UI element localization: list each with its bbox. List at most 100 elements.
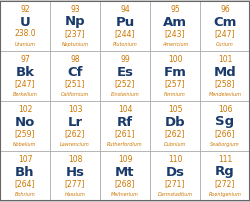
Text: [268]: [268] [115,180,135,188]
Text: Mt: Mt [115,165,135,179]
Text: Fm: Fm [164,65,186,79]
Text: Seaborgium: Seaborgium [210,142,240,147]
Bar [0,151,50,201]
Bar [200,51,250,101]
Text: Sg: Sg [216,116,234,128]
Text: Lr: Lr [68,116,82,128]
Bar [100,101,150,151]
Text: Rg: Rg [215,165,235,179]
Text: Plutonium: Plutonium [112,42,138,47]
Bar [50,151,100,201]
Text: Np: Np [65,16,85,28]
Text: Hs: Hs [66,165,84,179]
Bar [200,1,250,51]
Text: 94: 94 [120,5,130,15]
Text: Berkelium: Berkelium [12,92,38,97]
Text: Meitnerium: Meitnerium [111,192,139,197]
Bar [0,101,50,151]
Bar [100,1,150,51]
Bar [50,101,100,151]
Text: Nobelium: Nobelium [13,142,37,147]
Bar [200,101,250,151]
Text: 102: 102 [18,105,32,115]
Bar [150,1,200,51]
Bar [100,151,150,201]
Bar [50,51,100,101]
Text: 98: 98 [70,56,80,64]
Text: [271]: [271] [165,180,185,188]
Text: Bohrium: Bohrium [14,192,36,197]
Text: Bk: Bk [16,65,34,79]
Text: Rutherfordium: Rutherfordium [107,142,143,147]
Bar [100,51,150,101]
Text: [259]: [259] [15,129,35,139]
Bar [0,51,50,101]
Text: Dubnium: Dubnium [164,142,186,147]
Bar [150,51,200,101]
Text: 92: 92 [20,5,30,15]
Bar [150,101,200,151]
Text: [251]: [251] [65,80,85,88]
Text: [237]: [237] [65,29,85,39]
Text: 105: 105 [168,105,182,115]
Text: Curium: Curium [216,42,234,47]
Text: [244]: [244] [115,29,135,39]
Text: Pu: Pu [116,16,134,28]
Bar [0,1,50,51]
Text: [262]: [262] [65,129,85,139]
Text: Neptunium: Neptunium [62,42,88,47]
Text: 95: 95 [170,5,180,15]
Text: [247]: [247] [15,80,35,88]
Text: 107: 107 [18,156,32,164]
Text: Roentgenium: Roentgenium [208,192,242,197]
Text: Bh: Bh [15,165,35,179]
Text: [264]: [264] [15,180,35,188]
Text: 101: 101 [218,56,232,64]
Text: [261]: [261] [115,129,135,139]
Text: Darmstadtium: Darmstadtium [158,192,192,197]
Text: [247]: [247] [215,29,235,39]
Text: 96: 96 [220,5,230,15]
Text: 111: 111 [218,156,232,164]
Text: Fermium: Fermium [164,92,186,97]
Text: [258]: [258] [215,80,235,88]
Text: Rf: Rf [117,116,133,128]
Text: No: No [15,116,35,128]
Text: 110: 110 [168,156,182,164]
Text: 93: 93 [70,5,80,15]
Text: Einsteinium: Einsteinium [110,92,140,97]
Bar [50,1,100,51]
Text: Db: Db [165,116,185,128]
Text: 108: 108 [68,156,82,164]
Text: 97: 97 [20,56,30,64]
Text: [262]: [262] [165,129,185,139]
Text: 100: 100 [168,56,182,64]
Text: 106: 106 [218,105,232,115]
Text: Mendelevium: Mendelevium [208,92,242,97]
Text: Ds: Ds [166,165,184,179]
Text: Cm: Cm [213,16,237,28]
Text: Md: Md [214,65,236,79]
Text: Cf: Cf [67,65,83,79]
Text: Am: Am [163,16,187,28]
Text: 103: 103 [68,105,82,115]
Text: 238.0: 238.0 [14,29,36,39]
Text: [277]: [277] [65,180,85,188]
Text: [266]: [266] [215,129,235,139]
Text: [257]: [257] [165,80,185,88]
Text: [272]: [272] [215,180,235,188]
Text: Americium: Americium [162,42,188,47]
Text: 104: 104 [118,105,132,115]
Text: 109: 109 [118,156,132,164]
Text: Lawrencium: Lawrencium [60,142,90,147]
Text: Uranium: Uranium [14,42,36,47]
Bar [150,151,200,201]
Bar [200,151,250,201]
Text: [243]: [243] [165,29,185,39]
Text: Es: Es [116,65,134,79]
Text: [252]: [252] [115,80,135,88]
Text: Hassium: Hassium [64,192,86,197]
Text: 99: 99 [120,56,130,64]
Text: Californium: Californium [61,92,89,97]
Text: U: U [20,16,30,28]
